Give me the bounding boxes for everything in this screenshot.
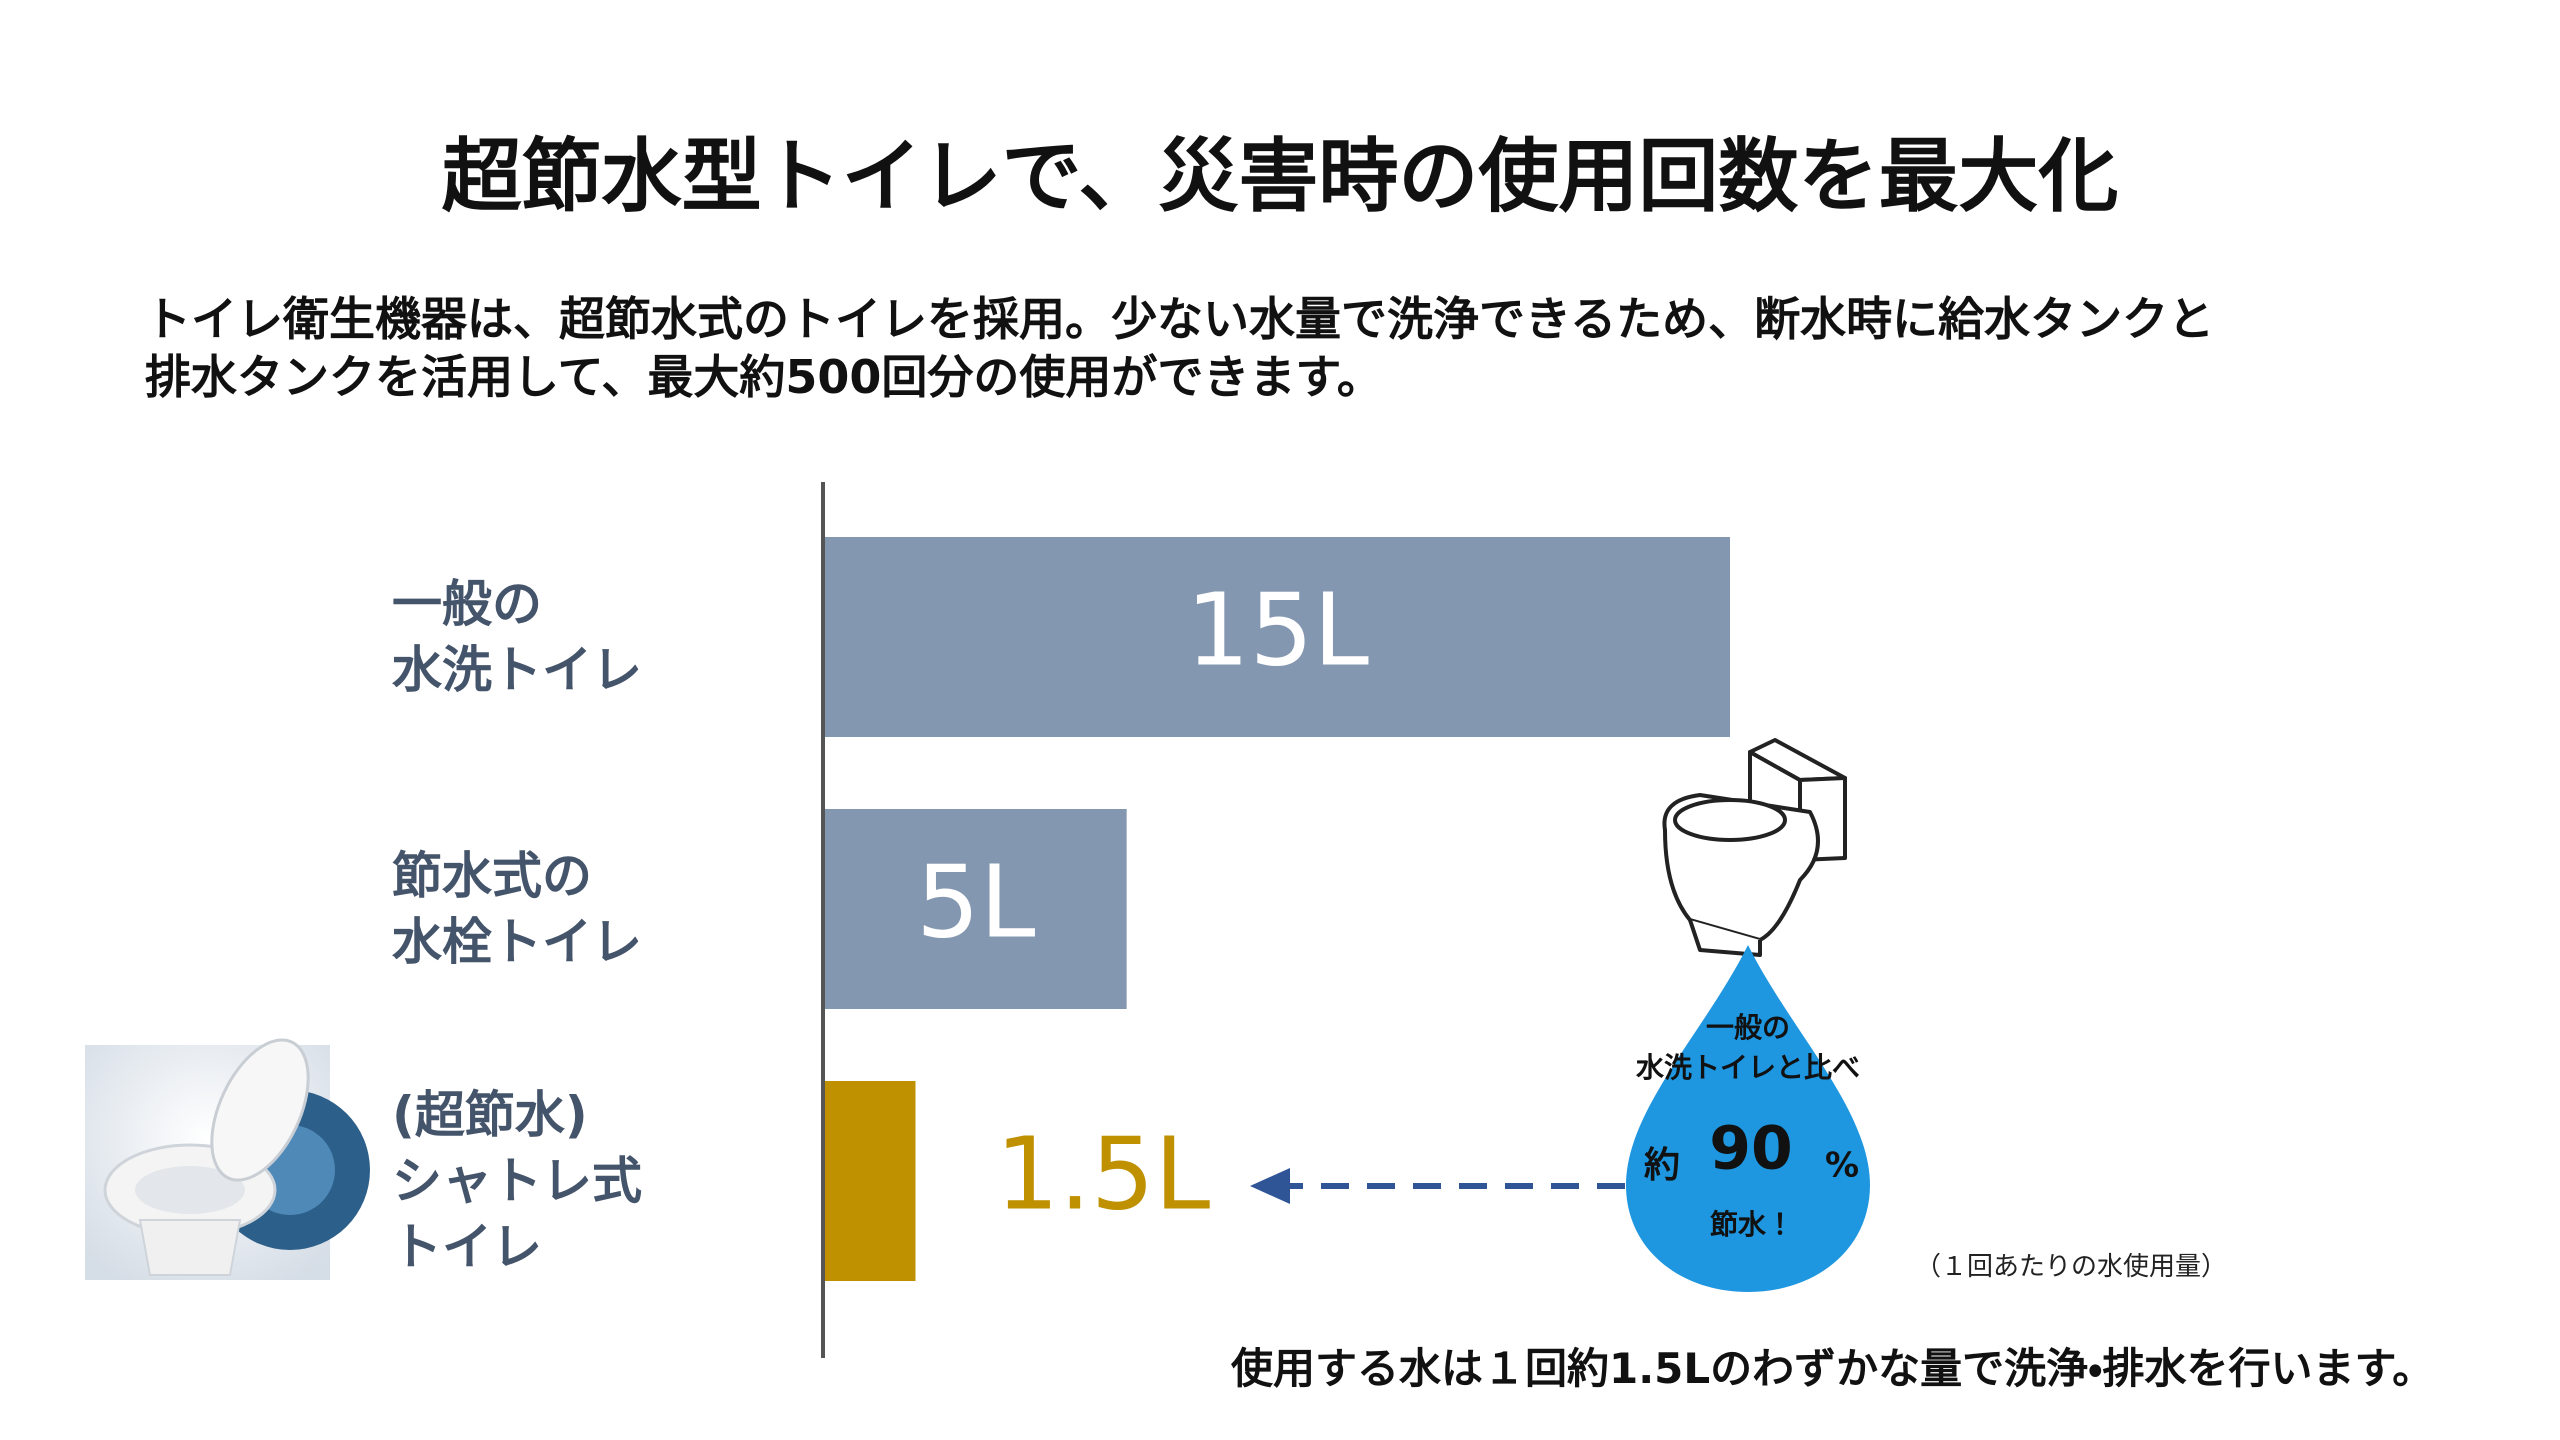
- drop-unit: %: [1825, 1146, 1859, 1186]
- drop-heading: 一般の 水洗トイレと比べ: [1635, 1011, 1860, 1084]
- drop-prefix: 約: [1644, 1145, 1680, 1186]
- chart-title: 超節水型トイレで、災害時の使用回数を最大化: [441, 130, 2119, 223]
- water-drop: [1626, 945, 1870, 1292]
- subtitle: トイレ衛生機器は、超節水式のトイレを採用。少ない水量で洗浄できるため、断水時に給…: [145, 292, 2215, 404]
- toilet-photo: [85, 1038, 370, 1280]
- category-label: (超節水) シャトレ式 トイレ: [392, 1086, 642, 1276]
- bar: [825, 537, 1730, 737]
- footer: 使用する水は１回約1.5Lのわずかな量で洗浄・排水を行います。: [1231, 1344, 2435, 1393]
- category-label: 一般の 水洗トイレ: [392, 575, 642, 699]
- note: （１回あたりの水使用量）: [1915, 1252, 2228, 1282]
- drop-footer: 節水！: [1710, 1208, 1794, 1241]
- drop-number: 90: [1709, 1114, 1793, 1184]
- value-label: 1.5L: [996, 1115, 1211, 1232]
- value-label: 15L: [1186, 571, 1369, 688]
- bar: [825, 809, 1127, 1009]
- toilet-icon: [1662, 738, 1847, 957]
- bar: [825, 1081, 916, 1281]
- category-label: 節水式の 水栓トイレ: [392, 847, 642, 971]
- arrow-head: [1250, 1168, 1290, 1204]
- value-label: 5L: [916, 843, 1036, 960]
